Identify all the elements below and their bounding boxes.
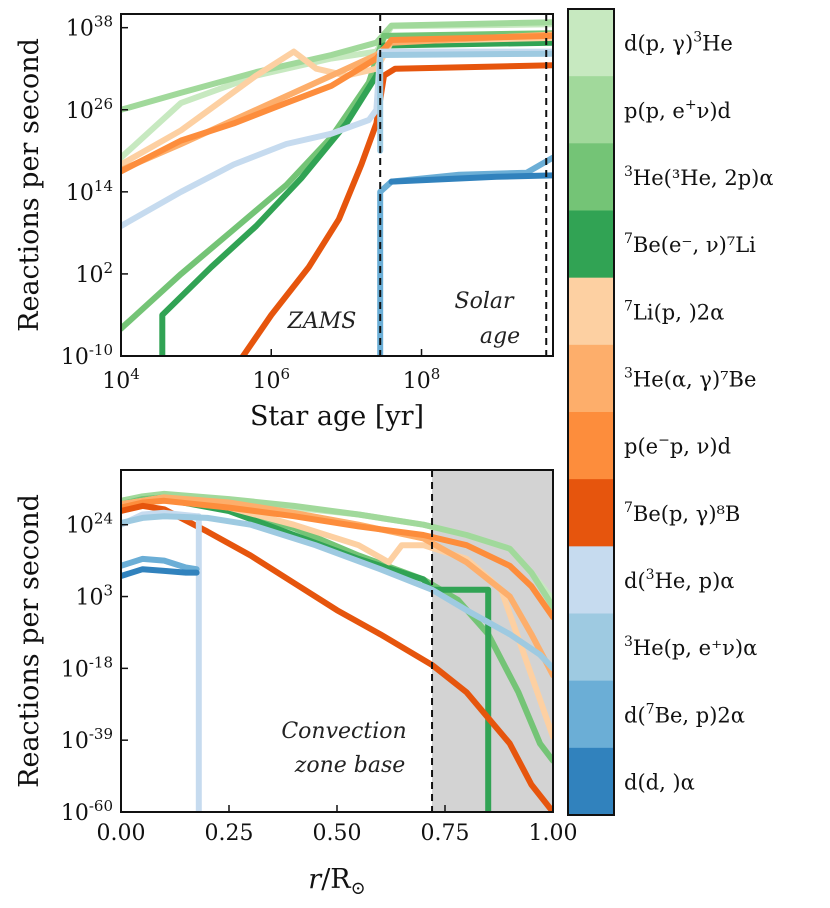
colorbar-swatch [568,143,614,211]
colorbar-label: d(p, γ)3He [624,30,733,56]
solar-age-annotation-line2: age [480,324,520,349]
top-x-tick-label: 106 [252,365,290,394]
colorbar-swatch [568,344,614,413]
bottom-y-tick-label: 10-60 [61,797,113,826]
colorbar-swatch [568,76,614,144]
colorbar-legend: d(p, γ)3He p(p, e+ν)d 3He(³He, 2p)α 7Be(e⁻,… [567,8,774,816]
bottom-x-tick-label: 0.25 [205,821,254,846]
top-series-be-p-b [239,62,553,356]
bottom-series-he-p-e [121,513,553,672]
bottom-x-tick-label: 1.00 [529,821,578,846]
bottom-y-tick-label: 103 [75,582,113,611]
colorbar-label: 7Be(e⁻, ν)⁷Li [624,231,756,257]
colorbar-swatch [568,546,614,614]
bottom-x-tick-label: 0.75 [421,821,470,846]
bottom-y-tick-label: 1024 [66,510,113,539]
convection-annotation-line2: zone base [294,753,406,778]
colorbar-swatch [568,412,614,480]
top-y-tick-label: 102 [75,259,113,288]
solar-age-annotation-line1: Solar [455,289,515,314]
top-x-ticks: 104 106 108 [102,349,440,394]
top-series-he-he-2p [121,30,553,332]
colorbar-label: p(e−p, ν)d [624,433,731,459]
colorbar-label: d(3He, p)α [624,567,734,593]
colorbar-swatch [568,613,614,682]
colorbar-label: 3He(α, γ)⁷Be [624,365,756,391]
top-series-p-p-e-d [121,19,553,113]
bottom-x-ticks: 0.00 0.25 0.50 0.75 1.00 [97,805,578,846]
top-y-tick-label: 1026 [66,95,113,124]
colorbar-swatch [568,277,614,346]
top-series-be-e-li [159,39,553,356]
colorbar-swatch [568,479,614,547]
zams-annotation: ZAMS [287,309,357,334]
bottom-y-ticks: 10-60 10-39 10-18 103 1024 [61,510,128,826]
colorbar-label: d(d, )α [624,770,695,794]
bottom-series-d-be-p-2 [121,555,200,573]
top-x-axis-label: Star age [yr] [250,401,424,432]
top-vlines [379,14,548,356]
bottom-x-tick-label: 0.00 [97,821,146,846]
top-x-tick-label: 104 [102,365,140,394]
top-panel-star-age: 104 106 108 10-10 102 1014 1026 1038 ZAMS Sola… [14,13,554,432]
bottom-series-d-d [121,566,200,579]
bottom-y-tick-label: 10-39 [61,725,113,754]
top-x-tick-label: 108 [403,365,441,394]
colorbar-label: d(7Be, p)2α [624,701,745,727]
bottom-panel-radius: 0.00 0.25 0.50 0.75 1.00 10-6010-3910-181031… [14,469,578,899]
bottom-x-axis-label: r/R⊙ [308,864,365,899]
bottom-series-group [121,490,553,812]
colorbar-frame [567,8,615,816]
top-y-tick-label: 10-10 [61,341,113,370]
colorbar-label: 3He(p, e⁺ν)α [624,634,757,660]
top-y-ticks: 10-10 102 1014 1026 1038 [61,13,128,370]
bottom-series-p-p-e-d [121,490,553,610]
top-y-tick-label: 1014 [66,177,113,206]
top-plot-frame [120,13,554,357]
colorbar-label: 3He(³He, 2p)α [624,164,774,190]
colorbar-label: 7Li(p, )2α [624,298,724,324]
top-series-p-e-p-d [121,32,553,175]
top-series-d-be-p-2 [377,154,553,356]
bottom-series-p-e-p-d [121,497,553,621]
colorbar-swatch [568,210,614,279]
colorbar-swatch [568,9,614,77]
colorbar-label: p(p, e+ν)d [624,97,731,123]
top-series-d-d [388,172,553,185]
colorbar-swatch [568,680,614,749]
colorbar-swatch [568,747,614,816]
bottom-y-tick-label: 10-18 [61,653,113,682]
bottom-series-be-p-b [121,502,553,812]
bottom-x-tick-label: 0.50 [313,821,362,846]
colorbar-label: 7Be(p, γ)⁸B [624,500,740,526]
convection-annotation-line1: Convection [281,719,406,744]
top-y-tick-label: 1038 [66,13,113,42]
top-y-axis-label: Reactions per second [14,38,45,332]
bottom-y-axis-label: Reactions per second [14,494,45,788]
